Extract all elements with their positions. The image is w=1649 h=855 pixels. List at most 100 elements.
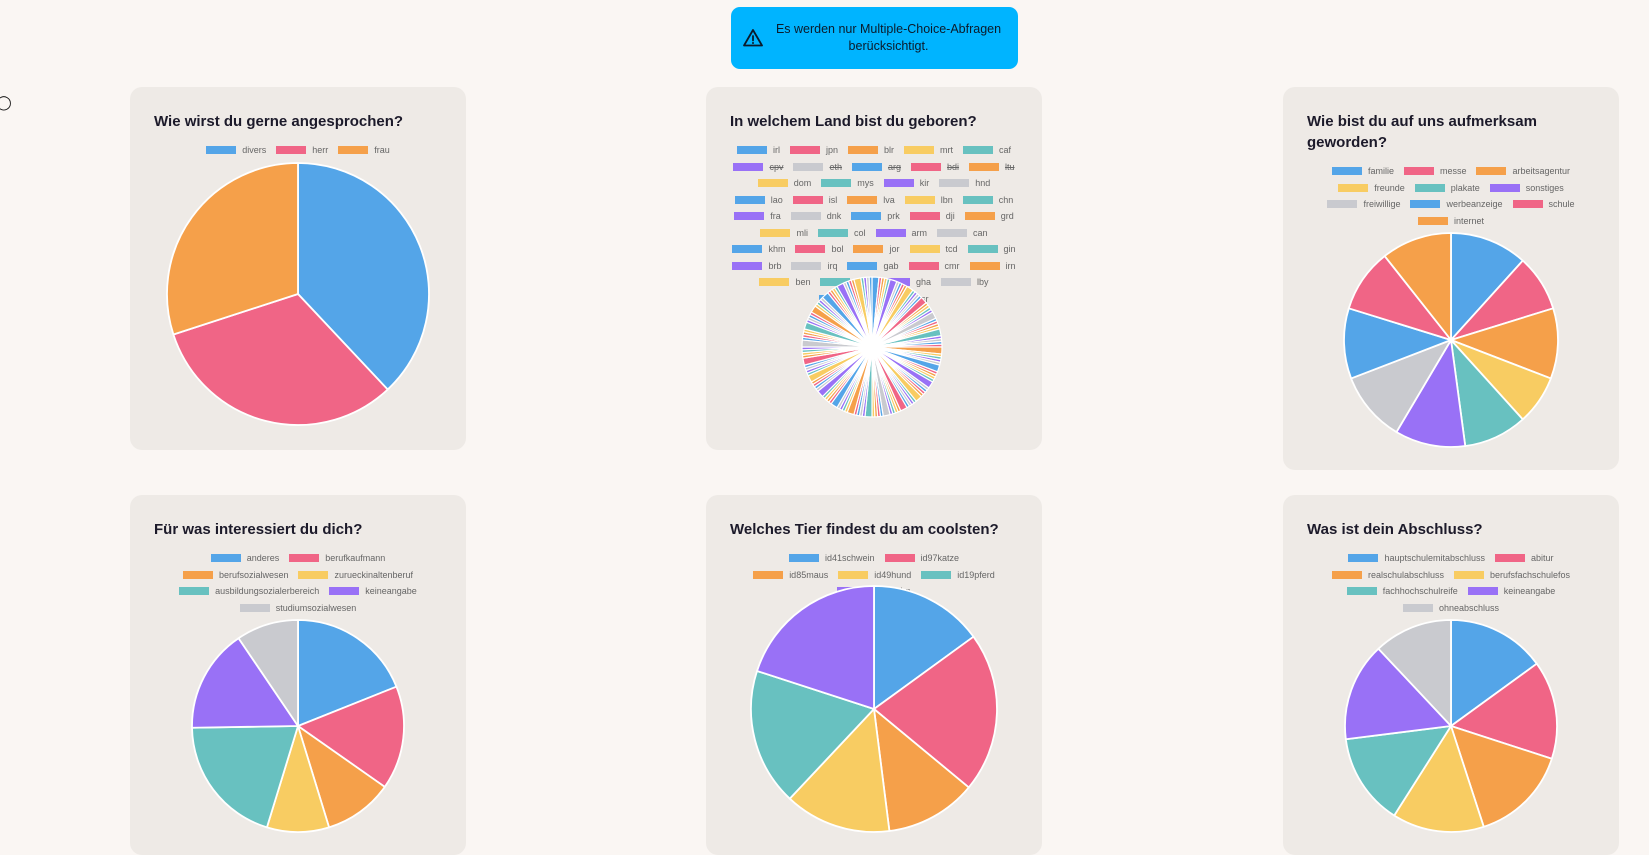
legend-item-plakate[interactable]: plakate xyxy=(1414,180,1480,197)
legend-item-irq[interactable]: irq xyxy=(791,258,837,275)
legend-item-realschulabschluss[interactable]: realschulabschluss xyxy=(1331,567,1444,584)
legend-item-dnk[interactable]: dnk xyxy=(790,208,841,225)
legend-item-grd[interactable]: grd xyxy=(964,208,1014,225)
legend-item-keineangabe[interactable]: keineangabe xyxy=(1467,583,1555,600)
legend-item-arm[interactable]: arm xyxy=(875,225,927,242)
legend-item-irn[interactable]: irn xyxy=(969,258,1016,275)
legend-item-col[interactable]: col xyxy=(817,225,866,242)
legend-item-arbeitsagentur[interactable]: arbeitsagentur xyxy=(1476,163,1570,180)
legend-item-berufkaufmann[interactable]: berufkaufmann xyxy=(289,550,385,567)
legend-item-bdi[interactable]: bdi xyxy=(911,159,959,176)
pie-slice-id19pferd[interactable] xyxy=(750,670,875,800)
legend-item-cpv[interactable]: cpv xyxy=(733,159,783,176)
pie-slice-id41schwein[interactable] xyxy=(873,585,975,710)
legend-item-can[interactable]: can xyxy=(937,225,988,242)
legend-item-ltu[interactable]: ltu xyxy=(969,159,1015,176)
legend-item-lby[interactable]: lby xyxy=(941,274,989,291)
legend-item-divers[interactable]: divers xyxy=(206,142,266,159)
legend-item-werbeanzeige[interactable]: werbeanzeige xyxy=(1410,196,1503,213)
pie-slice-familie[interactable] xyxy=(1450,232,1524,341)
pie-slice-arbeitsagentur[interactable] xyxy=(1450,307,1559,380)
legend-item-ausbildungsozialerbereich[interactable]: ausbildungsozialerbereich xyxy=(179,583,319,600)
legend-item-jpn[interactable]: jpn xyxy=(789,142,838,159)
pie-slice-id49hund[interactable] xyxy=(788,708,891,833)
legend-item-berufsozialwesen[interactable]: berufsozialwesen xyxy=(182,567,288,584)
legend-item-gin[interactable]: gin xyxy=(967,241,1016,258)
pie-slice-werbeanzeige[interactable] xyxy=(1343,307,1452,380)
legend-item-blr[interactable]: blr xyxy=(847,142,894,159)
legend-item-fra[interactable]: fra xyxy=(734,208,781,225)
legend-item-khm[interactable]: khm xyxy=(732,241,785,258)
legend-item-isl[interactable]: isl xyxy=(792,192,837,209)
pie-slice-herr[interactable] xyxy=(172,293,389,426)
legend-item-keineangabe[interactable]: keineangabe xyxy=(329,583,417,600)
pie-slice-ohneabschluss[interactable] xyxy=(1377,619,1452,727)
legend-item-irl[interactable]: irl xyxy=(736,142,780,159)
pie-slice-berufsfachschulefos[interactable] xyxy=(1393,725,1485,833)
legend-item-chn[interactable]: chn xyxy=(962,192,1013,209)
pie-slice-divers[interactable] xyxy=(297,162,430,391)
legend-item-caf[interactable]: caf xyxy=(963,142,1011,159)
legend-item-zurueckinaltenberuf[interactable]: zurueckinaltenberuf xyxy=(298,567,413,584)
pie-slice-sonstiges[interactable] xyxy=(1395,339,1467,448)
legend-item-fachhochschulreife[interactable]: fachhochschulreife xyxy=(1346,583,1458,600)
pie-slice-abitur[interactable] xyxy=(1450,662,1558,760)
legend-item-jor[interactable]: jor xyxy=(853,241,900,258)
legend-item-prk[interactable]: prk xyxy=(851,208,900,225)
legend-item-abitur[interactable]: abitur xyxy=(1495,550,1554,567)
legend-item-lao[interactable]: lao xyxy=(734,192,783,209)
legend-item-id41schwein[interactable]: id41schwein xyxy=(788,550,875,567)
legend-item-hauptschulemitabschluss[interactable]: hauptschulemitabschluss xyxy=(1348,550,1485,567)
legend-item-id85maus[interactable]: id85maus xyxy=(753,567,828,584)
legend-item-anderes[interactable]: anderes xyxy=(210,550,279,567)
legend-item-dji[interactable]: dji xyxy=(909,208,955,225)
pie-slice-frau[interactable] xyxy=(166,162,299,336)
legend-item-ben[interactable]: ben xyxy=(759,274,810,291)
legend-item-mrt[interactable]: mrt xyxy=(904,142,953,159)
pie-slice-berufsozialwesen[interactable] xyxy=(297,725,386,829)
pie-slice-berufkaufmann[interactable] xyxy=(297,685,405,788)
legend-item-kir[interactable]: kir xyxy=(883,175,929,192)
legend-item-studiumsozialwesen[interactable]: studiumsozialwesen xyxy=(239,600,356,617)
legend-item-eth[interactable]: eth xyxy=(793,159,842,176)
legend-item-lva[interactable]: lva xyxy=(847,192,895,209)
legend-item-familie[interactable]: familie xyxy=(1331,163,1394,180)
legend-item-id49hund[interactable]: id49hund xyxy=(838,567,911,584)
legend-item-hnd[interactable]: hnd xyxy=(939,175,990,192)
pie-slice-freiwillige[interactable] xyxy=(1350,339,1452,433)
legend-item-dom[interactable]: dom xyxy=(757,175,811,192)
legend-item-herr[interactable]: herr xyxy=(276,142,328,159)
pie-slice-ausbildungsozialerbereich[interactable] xyxy=(191,725,299,829)
pie-slice-slice-119[interactable] xyxy=(868,276,873,348)
legend-item-berufsfachschulefos[interactable]: berufsfachschulefos xyxy=(1454,567,1570,584)
legend-item-mys[interactable]: mys xyxy=(821,175,874,192)
pie-slice-keineangabe[interactable] xyxy=(191,637,299,729)
pie-slice-id40huhn[interactable] xyxy=(756,585,875,710)
legend-item-sonstiges[interactable]: sonstiges xyxy=(1489,180,1564,197)
pie-slice-keineangabe[interactable] xyxy=(1344,647,1452,741)
legend-item-lbn[interactable]: lbn xyxy=(904,192,953,209)
legend-item-freiwillige[interactable]: freiwillige xyxy=(1327,196,1400,213)
pie-slice-fachhochschulreife[interactable] xyxy=(1344,725,1452,817)
pie-slice-studiumsozialwesen[interactable] xyxy=(237,619,299,727)
pie-slice-id85maus[interactable] xyxy=(873,708,970,832)
legend-item-arg[interactable]: arg xyxy=(851,159,901,176)
legend-item-messe[interactable]: messe xyxy=(1403,163,1466,180)
pie-slice-hauptschulemitabschluss[interactable] xyxy=(1450,619,1538,727)
legend-item-ohneabschluss[interactable]: ohneabschluss xyxy=(1402,600,1499,617)
pie-slice-anderes[interactable] xyxy=(297,619,398,727)
legend-item-gab[interactable]: gab xyxy=(847,258,899,275)
legend-item-tcd[interactable]: tcd xyxy=(909,241,958,258)
legend-item-schule[interactable]: schule xyxy=(1512,196,1575,213)
pie-slice-internet[interactable] xyxy=(1383,232,1452,341)
legend-item-id19pferd[interactable]: id19pferd xyxy=(921,567,995,584)
legend-item-mli[interactable]: mli xyxy=(760,225,808,242)
legend-item-internet[interactable]: internet xyxy=(1417,213,1484,230)
pie-slice-id97katze[interactable] xyxy=(873,635,998,789)
legend-item-brb[interactable]: brb xyxy=(732,258,781,275)
legend-item-id97katze[interactable]: id97katze xyxy=(884,550,959,567)
legend-item-cmr[interactable]: cmr xyxy=(908,258,960,275)
legend-item-freunde[interactable]: freunde xyxy=(1338,180,1405,197)
legend-item-frau[interactable]: frau xyxy=(338,142,390,159)
legend-item-bol[interactable]: bol xyxy=(795,241,843,258)
